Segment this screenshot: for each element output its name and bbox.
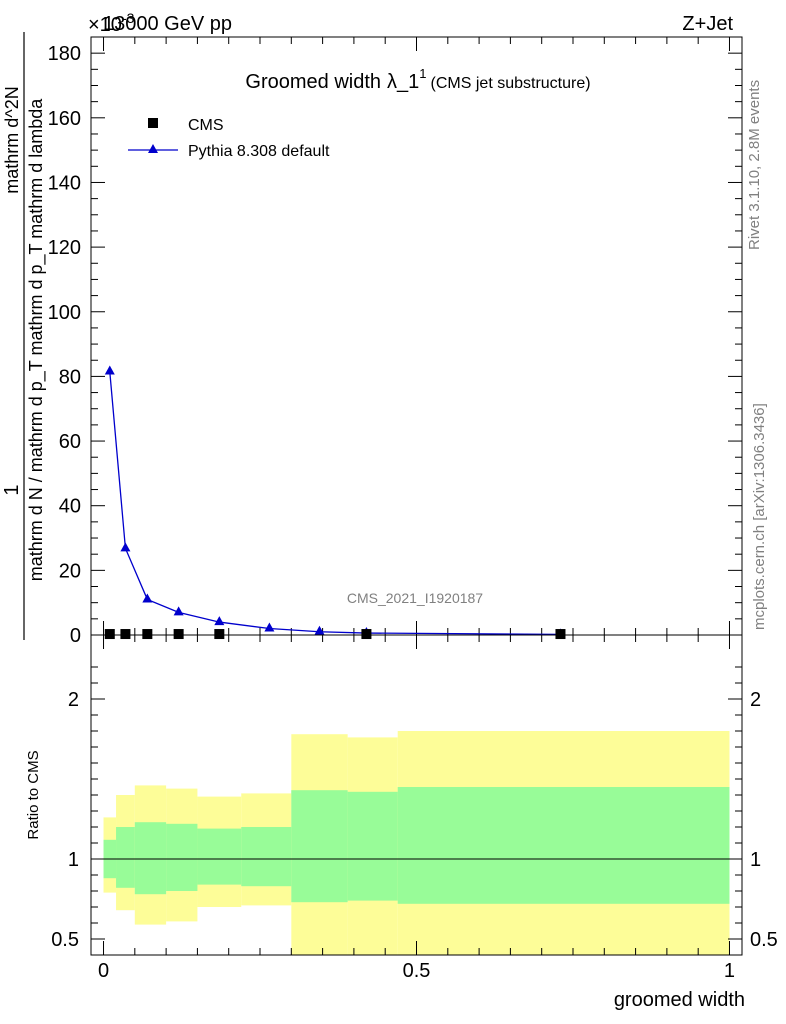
ratio-y-tick-label: 2 <box>68 689 79 711</box>
x-tick-label: 1 <box>724 960 735 982</box>
ratio-axis-ticks: 0.5 0.5 1 1 2 2 0 0.5 1 <box>51 635 778 982</box>
pythia-point <box>314 625 325 635</box>
legend-pythia-label: Pythia 8.308 default <box>188 143 330 160</box>
y-label-rotated-numerator: mathrm d^2N <box>2 86 22 193</box>
ratio-bands <box>103 731 730 955</box>
cms-point <box>361 629 372 640</box>
main-axis-ticks: 0 20 40 60 80 100 120 140 160 180 <box>48 37 742 647</box>
pythia-point <box>173 606 184 616</box>
x-axis-label: groomed width <box>614 989 745 1011</box>
pythia-point <box>104 365 115 375</box>
process-label: Z+Jet <box>682 13 733 35</box>
pythia-point <box>214 616 225 626</box>
main-y-tick-label: 60 <box>59 431 81 453</box>
pythia-line <box>109 371 561 636</box>
pythia-point <box>264 622 275 632</box>
green-band-bin <box>197 828 242 885</box>
ratio-y-tick-label-right: 2 <box>750 689 761 711</box>
main-series-group <box>104 365 566 640</box>
ratio-y-tick-label: 0.5 <box>51 929 79 951</box>
legend-cms-label: CMS <box>188 117 224 134</box>
green-band-bin <box>134 822 167 895</box>
chart-title: Groomed width λ_11(CMS jet substructure) <box>245 66 590 93</box>
cms-point <box>555 629 566 640</box>
cms-point <box>173 629 184 640</box>
watermark-label: CMS_2021_I1920187 <box>347 590 483 606</box>
green-band-bin <box>166 823 198 891</box>
main-y-tick-label: 120 <box>48 237 81 259</box>
green-band-bin <box>116 827 135 888</box>
green-band-bin <box>397 787 730 904</box>
main-y-tick-label: 0 <box>70 625 81 647</box>
main-y-tick-label: 20 <box>59 560 81 582</box>
cms-point <box>120 629 131 640</box>
main-y-tick-label: 140 <box>48 172 81 194</box>
pythia-point <box>120 542 131 552</box>
legend-pythia-marker <box>148 144 158 153</box>
main-y-tick-label: 100 <box>48 302 81 324</box>
x-tick-label: 0.5 <box>403 960 431 982</box>
cms-point <box>104 629 115 640</box>
legend-cms-marker <box>148 118 158 128</box>
main-y-tick-label: 180 <box>48 43 81 65</box>
mcplots-label: mcplots.cern.ch [arXiv:1306.3436] <box>751 403 768 630</box>
main-y-axis-label: 1 mathrm d N / mathrm d p_T mathrm d p_T… <box>1 32 47 640</box>
main-y-tick-label: 40 <box>59 496 81 518</box>
green-band-bin <box>291 790 348 903</box>
y-label-denominator: mathrm d N / mathrm d p_T mathrm d p_T m… <box>26 98 47 581</box>
main-y-tick-label: 80 <box>59 366 81 388</box>
pythia-point <box>142 593 153 603</box>
ratio-y-axis-label: Ratio to CMS <box>25 750 42 839</box>
ratio-y-tick-label-right: 1 <box>750 849 761 871</box>
ratio-y-tick-label-right: 0.5 <box>750 929 778 951</box>
energy-label: 13000 GeV pp <box>103 13 232 35</box>
rivet-label: Rivet 3.1.10, 2.8M events <box>746 80 763 250</box>
cms-point <box>142 629 153 640</box>
legend: CMS Pythia 8.308 default <box>128 117 330 160</box>
green-band-bin <box>241 827 292 887</box>
cms-point <box>214 629 225 640</box>
y-label-numerator: 1 <box>1 484 23 495</box>
ratio-panel: 0.5 0.5 1 1 2 2 0 0.5 1 Ratio to CMS groomed wid… <box>25 634 778 1011</box>
x-tick-label: 0 <box>98 960 109 982</box>
y-scale-exponent: ×10-3 <box>88 10 135 36</box>
main-panel: 0 20 40 60 80 100 120 140 160 180 CMS_2021_I19201… <box>1 32 743 647</box>
ratio-y-tick-label: 1 <box>68 849 79 871</box>
green-band-bin <box>347 791 398 901</box>
main-y-tick-label: 160 <box>48 108 81 130</box>
